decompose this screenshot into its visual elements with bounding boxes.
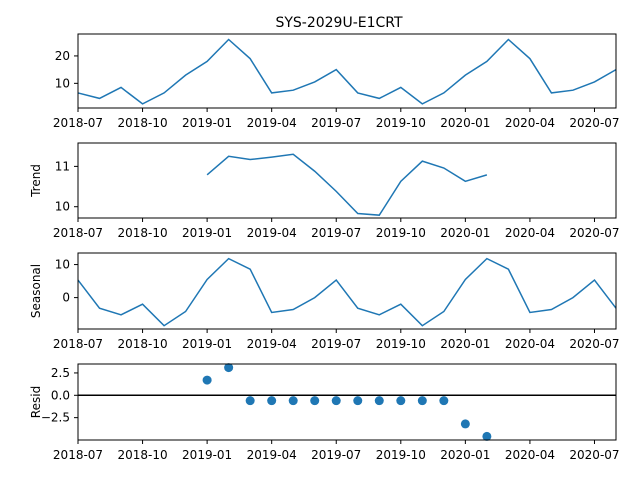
resid-point	[310, 396, 320, 406]
x-tick-label: 2020-01	[440, 337, 490, 351]
y-axis-label: Seasonal	[29, 264, 43, 318]
axes-frame	[77, 142, 617, 219]
x-tick-label: 2019-07	[311, 226, 361, 240]
x-tick-label: 2019-04	[247, 337, 297, 351]
x-tick-label: 2020-01	[440, 448, 490, 462]
x-tick-label: 2019-10	[376, 226, 426, 240]
resid-point	[460, 419, 470, 429]
x-tick-label: 2018-10	[117, 448, 167, 462]
chart-title: SYS-2029U-E1CRT	[275, 15, 403, 31]
x-tick-label: 2018-10	[117, 226, 167, 240]
y-tick-label: 10	[55, 200, 70, 214]
x-tick-label: 2020-07	[569, 116, 619, 130]
y-tick-label: 20	[55, 49, 70, 63]
x-tick-label: 2018-10	[117, 337, 167, 351]
x-tick-label: 2019-01	[182, 116, 232, 130]
panel-trend: 10 11 Trend 2018-07 2018-10 2019-01 2019-04 201…	[29, 142, 620, 240]
x-tick-label: 2020-04	[505, 448, 555, 462]
resid-point	[245, 396, 255, 406]
x-tick-label: 2020-04	[505, 116, 555, 130]
x-tick-label: 2020-01	[440, 226, 490, 240]
x-tick-label: 2019-04	[247, 448, 297, 462]
x-tick-label: 2019-07	[311, 116, 361, 130]
x-tick-label: 2020-07	[569, 226, 619, 240]
x-tick-label: 2018-07	[53, 337, 103, 351]
x-tick-label: 2018-07	[53, 226, 103, 240]
y-axis-label: Resid	[29, 386, 43, 418]
x-tick-label: 2018-10	[117, 116, 167, 130]
resid-point	[439, 396, 449, 406]
y-tick-label: 2.5	[51, 366, 70, 380]
x-tick-label: 2020-07	[569, 448, 619, 462]
resid-point	[331, 396, 341, 406]
resid-point	[224, 363, 234, 373]
series-line-trend	[206, 153, 488, 216]
y-tick-label: 11	[55, 159, 70, 173]
y-tick-label: −2.5	[41, 411, 70, 425]
x-tick-label: 2019-07	[311, 448, 361, 462]
x-tick-label: 2019-01	[182, 448, 232, 462]
x-tick-label: 2020-01	[440, 116, 490, 130]
x-tick-label: 2019-10	[376, 116, 426, 130]
x-tick-label: 2019-01	[182, 226, 232, 240]
panel-seasonal: 0 10 Seasonal 2018-07 2018-10 2019-01 2019-04 2…	[29, 252, 620, 351]
resid-point	[482, 431, 492, 441]
x-tick-label: 2018-07	[53, 448, 103, 462]
resid-point	[374, 396, 384, 406]
panel-observed: 10 20 2018-07 2018-10 2019-01 2019-04 2019-07 2…	[53, 33, 620, 130]
resid-point	[267, 396, 277, 406]
x-tick-label: 2019-04	[247, 116, 297, 130]
x-tick-label: 2019-07	[311, 337, 361, 351]
x-tick-label: 2019-04	[247, 226, 297, 240]
y-tick-label: 0.0	[51, 388, 70, 402]
axes-frame	[77, 33, 617, 109]
series-line-observed	[77, 38, 617, 105]
axes-frame	[77, 363, 617, 441]
resid-point	[288, 396, 298, 406]
y-axis-label: Trend	[29, 164, 43, 198]
resid-point	[202, 375, 212, 385]
series-line-seasonal	[77, 257, 617, 327]
x-tick-label: 2020-04	[505, 226, 555, 240]
x-tick-label: 2019-01	[182, 337, 232, 351]
x-tick-label: 2020-04	[505, 337, 555, 351]
resid-point	[396, 396, 406, 406]
x-tick-label: 2019-10	[376, 448, 426, 462]
x-tick-label: 2020-07	[569, 337, 619, 351]
x-tick-label: 2019-10	[376, 337, 426, 351]
x-tick-label: 2018-07	[53, 116, 103, 130]
y-tick-label: 0	[62, 291, 70, 305]
resid-point	[417, 396, 427, 406]
axes-frame	[77, 252, 617, 330]
y-tick-label: 10	[55, 76, 70, 90]
resid-point	[353, 396, 363, 406]
y-tick-label: 10	[55, 258, 70, 272]
